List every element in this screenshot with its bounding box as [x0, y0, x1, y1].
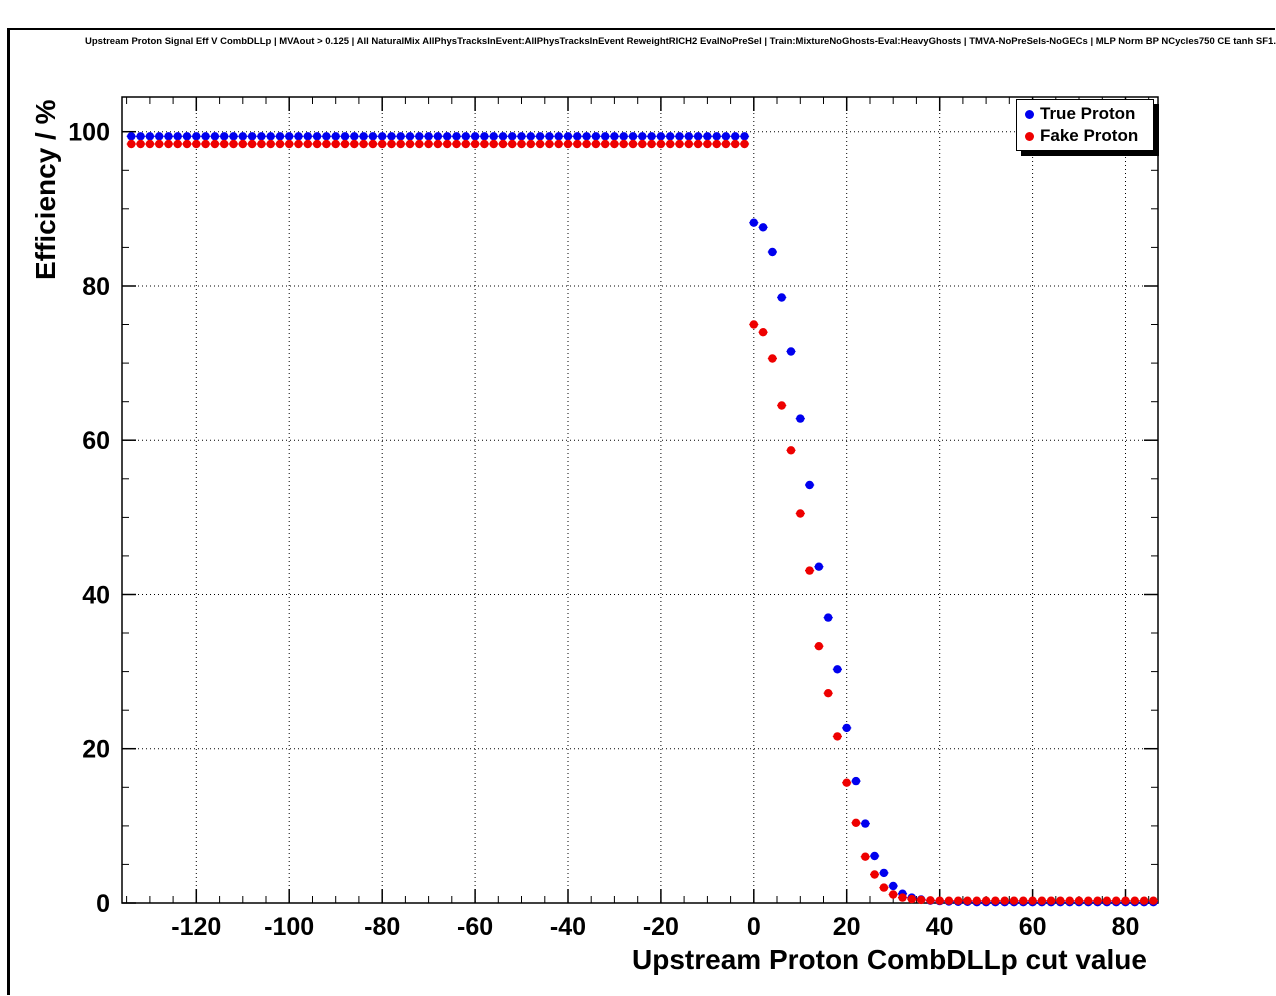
- y-tick-labels: 0 20 40 60 80 100: [68, 119, 110, 918]
- svg-text:80: 80: [1112, 913, 1140, 941]
- svg-text:100: 100: [68, 119, 110, 147]
- plot-frame: [121, 96, 1159, 904]
- x-tick-labels: -120 -100 -80 -60 -40 -20 0 20 40 60 80: [171, 913, 1139, 941]
- fake-proton-marker-icon: [1025, 131, 1034, 141]
- series-fake-proton: [126, 139, 1158, 905]
- svg-text:60: 60: [1019, 913, 1047, 941]
- svg-text:-100: -100: [264, 913, 314, 941]
- series-true-proton: [126, 132, 1158, 907]
- legend-label-true-proton: True Proton: [1040, 104, 1136, 123]
- legend-entry-fake-proton: Fake Proton: [1017, 125, 1153, 147]
- svg-text:-40: -40: [550, 913, 586, 941]
- legend-entry-true-proton: True Proton: [1017, 103, 1153, 125]
- legend-label-fake-proton: Fake Proton: [1040, 126, 1139, 145]
- y-axis-label: Efficiency / %: [30, 99, 61, 280]
- grid-layer: [122, 97, 1158, 904]
- svg-text:0: 0: [96, 890, 110, 918]
- legend: True Proton Fake Proton: [1016, 99, 1154, 151]
- svg-text:40: 40: [82, 582, 110, 610]
- svg-text:40: 40: [926, 913, 954, 941]
- svg-text:20: 20: [82, 736, 110, 764]
- x-axis-label: Upstream Proton CombDLLp cut value: [632, 944, 1147, 975]
- true-proton-marker-icon: [1025, 109, 1034, 119]
- svg-text:80: 80: [82, 273, 110, 301]
- svg-text:-120: -120: [171, 913, 221, 941]
- svg-text:-60: -60: [457, 913, 493, 941]
- plot-title: Upstream Proton Signal Eff V CombDLLp | …: [85, 36, 1276, 47]
- svg-text:60: 60: [82, 427, 110, 455]
- axis-ticks: [122, 97, 1158, 904]
- svg-text:-20: -20: [643, 913, 679, 941]
- svg-text:-80: -80: [364, 913, 400, 941]
- svg-text:0: 0: [747, 913, 761, 941]
- svg-text:20: 20: [833, 913, 861, 941]
